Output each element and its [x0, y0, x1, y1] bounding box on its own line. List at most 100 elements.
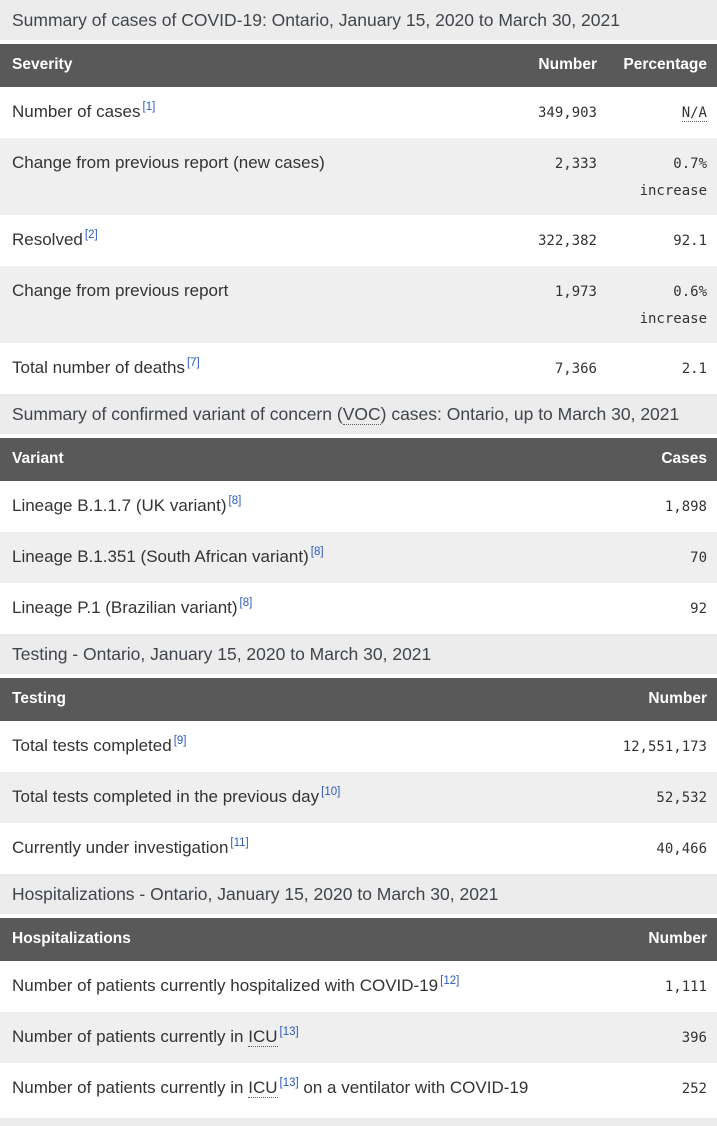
table-row: Lineage B.1.1.7 (UK variant) [8] 1,898: [0, 481, 717, 532]
row-label-text: Lineage P.1 (Brazilian variant): [12, 598, 238, 617]
percentage-line1: 0.7%: [673, 156, 707, 172]
number-value: 322,382: [537, 233, 597, 249]
number-value: 40,466: [656, 841, 707, 857]
number-value: 12,551,173: [622, 739, 707, 755]
number-value: 2,333: [554, 156, 597, 172]
table-row: Currently under investigation [11] 40,466: [0, 823, 717, 874]
row-label-text: Number of cases: [12, 102, 141, 121]
percentage-value: 92.1: [673, 233, 707, 249]
row-label: Change from previous report (new cases): [12, 153, 325, 172]
footnote-link[interactable]: [2]: [84, 229, 98, 242]
voc-table-header: Variant Cases: [0, 438, 717, 481]
row-label: Lineage B.1.351 (South African variant)[…: [12, 546, 557, 567]
percentage-value: N/A: [597, 103, 707, 124]
row-label: Total number of deaths [7]: [12, 357, 487, 378]
row-label-text: Lineage B.1.351 (South African variant): [12, 547, 309, 566]
percentage-line1: 0.6%: [673, 284, 707, 300]
column-header-number: Number: [648, 690, 707, 707]
na-abbreviation[interactable]: N/A: [681, 105, 707, 122]
row-label: Number of patients currently in ICU [13]: [12, 1026, 557, 1047]
caption-text: Summary of confirmed variant of concern …: [12, 404, 343, 424]
section-title-hospitalizations: Hospitalizations - Ontario, January 15, …: [0, 874, 717, 914]
cases-value: 92: [690, 601, 707, 617]
row-label: Currently under investigation [11]: [12, 837, 557, 858]
footnote-link[interactable]: [11]: [230, 837, 249, 850]
table-row: Total number of deaths [7] 7,366 2.1: [0, 343, 717, 394]
column-header-testing: Testing: [12, 690, 66, 707]
footnote-link[interactable]: [13]: [279, 1077, 299, 1090]
row-label-text: Number of patients currently in: [12, 1078, 249, 1097]
hospitalizations-table-header: Hospitalizations Number: [0, 918, 717, 961]
row-label: Resolved [2]: [12, 229, 487, 250]
voc-abbreviation[interactable]: VOC: [342, 404, 381, 425]
next-section-partial-strip: [0, 1118, 717, 1126]
table-row: Number of cases [1] 349,903 N/A: [0, 87, 717, 138]
row-label: Number of patients currently hospitalize…: [12, 975, 557, 996]
cases-value: 70: [690, 550, 707, 566]
percentage-value: 0.7% increase: [597, 154, 707, 201]
percentage-value: 2.1: [681, 361, 707, 377]
hospitalizations-section: Hospitalizations - Ontario, January 15, …: [0, 874, 717, 1114]
row-label-text: on a ventilator with COVID-19: [298, 1078, 529, 1097]
table-row: Number of patients currently hospitalize…: [0, 961, 717, 1012]
row-label-text: Number of patients currently in: [12, 1027, 249, 1046]
row-label: Number of patients currently in ICU [13] …: [12, 1077, 557, 1098]
number-value: 252: [681, 1081, 707, 1097]
number-value: 1,111: [664, 979, 707, 995]
column-header-variant: Variant: [12, 450, 64, 467]
footnote-link[interactable]: [8]: [310, 546, 324, 559]
testing-table-header: Testing Number: [0, 678, 717, 721]
footnote-link[interactable]: [13]: [279, 1026, 299, 1039]
column-header-number: Number: [538, 56, 597, 73]
cases-table-header: Severity Number Percentage: [0, 44, 717, 87]
column-header-cases: Cases: [661, 450, 707, 467]
column-header-severity: Severity: [12, 56, 73, 73]
row-label: Number of cases [1]: [12, 101, 487, 122]
number-value: 1,973: [554, 284, 597, 300]
icu-abbreviation[interactable]: ICU: [248, 1027, 278, 1047]
row-label-text: Currently under investigation: [12, 838, 229, 857]
row-label: Change from previous report: [12, 281, 229, 300]
number-value: 349,903: [537, 105, 597, 121]
column-header-hospitalizations: Hospitalizations: [12, 930, 131, 947]
number-value: 396: [681, 1030, 707, 1046]
table-row: Lineage P.1 (Brazilian variant) [8] 92: [0, 583, 717, 634]
icu-abbreviation[interactable]: ICU: [248, 1078, 278, 1098]
number-value: 52,532: [656, 790, 707, 806]
footnote-link[interactable]: [12]: [440, 975, 460, 988]
cases-section: Summary of cases of COVID-19: Ontario, J…: [0, 0, 717, 394]
testing-section: Testing - Ontario, January 15, 2020 to M…: [0, 634, 717, 874]
footnote-link[interactable]: [8]: [228, 495, 242, 508]
table-row: Change from previous report (new cases) …: [0, 138, 717, 215]
footnote-link[interactable]: [9]: [173, 735, 187, 748]
percentage-value: 0.6% increase: [597, 282, 707, 329]
row-label-text: Resolved: [12, 230, 83, 249]
section-title-testing: Testing - Ontario, January 15, 2020 to M…: [0, 634, 717, 674]
row-label-text: Total tests completed: [12, 736, 172, 755]
section-title-cases: Summary of cases of COVID-19: Ontario, J…: [0, 0, 717, 40]
footnote-link[interactable]: [10]: [321, 786, 341, 799]
percentage-line2: increase: [639, 311, 707, 327]
row-label: Total tests completed in the previous da…: [12, 786, 557, 807]
footnote-link[interactable]: [8]: [239, 597, 253, 610]
column-header-number: Number: [648, 930, 707, 947]
row-label: Total tests completed [9]: [12, 735, 557, 756]
number-value: 7,366: [554, 361, 597, 377]
table-row: Lineage B.1.351 (South African variant)[…: [0, 532, 717, 583]
table-row: Change from previous report 1,973 0.6% i…: [0, 266, 717, 343]
row-label: Lineage P.1 (Brazilian variant) [8]: [12, 597, 557, 618]
table-row: Resolved [2] 322,382 92.1: [0, 215, 717, 266]
row-label-text: Lineage B.1.1.7 (UK variant): [12, 496, 227, 515]
column-header-percentage: Percentage: [623, 56, 707, 73]
table-row: Total tests completed [9] 12,551,173: [0, 721, 717, 772]
row-label: Lineage B.1.1.7 (UK variant) [8]: [12, 495, 557, 516]
footnote-link[interactable]: [1]: [142, 101, 156, 114]
percentage-line2: increase: [639, 183, 707, 199]
table-row: Number of patients currently in ICU [13] …: [0, 1063, 717, 1114]
footnote-link[interactable]: [7]: [186, 357, 200, 370]
row-label-text: Total tests completed in the previous da…: [12, 787, 320, 806]
section-title-voc: Summary of confirmed variant of concern …: [0, 394, 717, 434]
row-label-text: Number of patients currently hospitalize…: [12, 976, 439, 995]
voc-section: Summary of confirmed variant of concern …: [0, 394, 717, 634]
cases-value: 1,898: [664, 499, 707, 515]
